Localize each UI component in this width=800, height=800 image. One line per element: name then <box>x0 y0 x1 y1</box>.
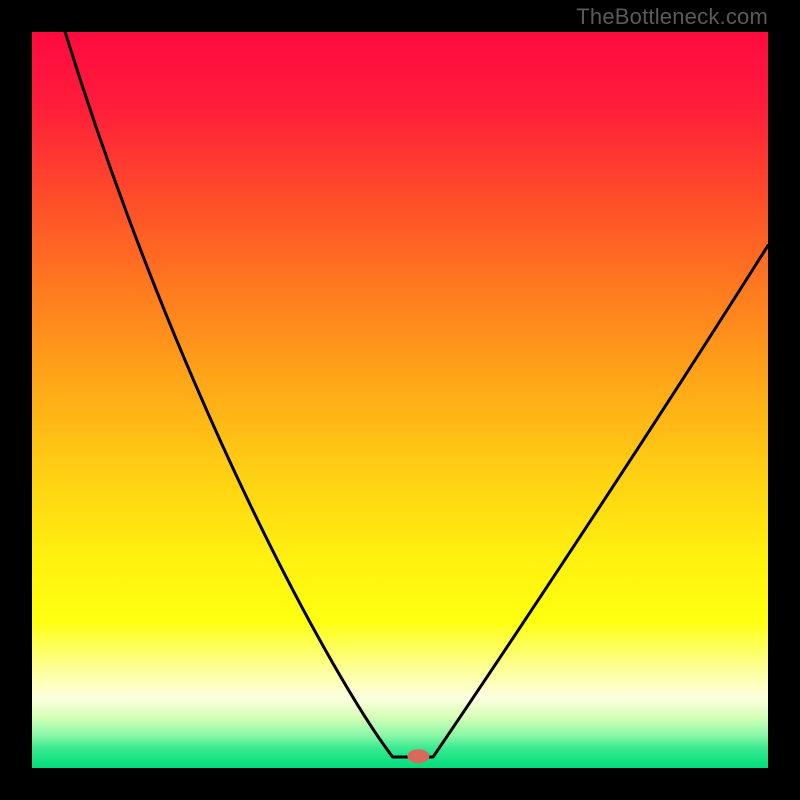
bottleneck-curve-svg <box>0 0 800 800</box>
optimum-marker <box>407 749 429 763</box>
watermark-text: TheBottleneck.com <box>576 4 768 30</box>
bottleneck-curve-path <box>65 32 768 757</box>
